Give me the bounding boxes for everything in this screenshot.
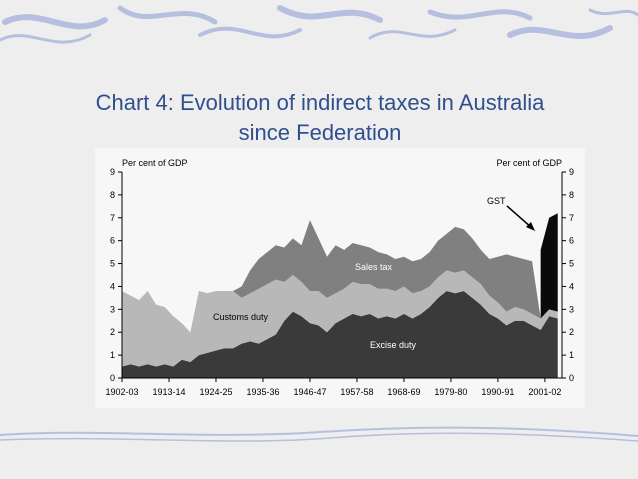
x-tick-label-1957-58: 1957-58 [340,387,373,397]
axes: 0 0 1 1 2 2 3 3 4 4 5 5 6 6 7 7 8 8 9 9 1902-03 1913-14 1924-2… [105,167,574,397]
y-tick-label-left-2: 2 [110,327,115,337]
annotation-excise-duty: Excise duty [370,340,417,350]
gst-arrow-head [526,222,535,231]
y-tick-label-left-1: 1 [110,350,115,360]
y-tick-label-right-2: 2 [569,327,574,337]
area-sales-tax [122,220,558,333]
y-tick-label-right-5: 5 [569,259,574,269]
y-tick-label-left-4: 4 [110,281,115,291]
y-axis-label-right: Per cent of GDP [496,158,562,168]
x-tick-label-1979-80: 1979-80 [434,387,467,397]
y-tick-label-right-1: 1 [569,350,574,360]
area-customs-duty [122,270,558,367]
y-tick-label-left-6: 6 [110,236,115,246]
y-tick-label-left-8: 8 [110,190,115,200]
title-line-2: since Federation [238,120,402,145]
y-tick-label-right-9: 9 [569,167,574,177]
x-tick-label-1990-91: 1990-91 [481,387,514,397]
y-tick-label-right-0: 0 [569,373,574,383]
stacked-areas [122,213,558,378]
y-tick-label-left-5: 5 [110,259,115,269]
y-axis-label-left: Per cent of GDP [122,158,188,168]
annotation-sales-tax: Sales tax [355,262,393,272]
title-line-1: Chart 4: Evolution of indirect taxes in … [95,90,545,115]
x-tick-label-1935-36: 1935-36 [246,387,279,397]
y-tick-label-right-4: 4 [569,281,574,291]
y-tick-label-right-6: 6 [569,236,574,246]
y-tick-label-left-7: 7 [110,213,115,223]
area-excise-duty [122,291,558,378]
slide-title: Chart 4: Evolution of indirect taxes in … [40,88,600,148]
gst-arrow [506,205,533,229]
indirect-taxes-chart: 0 0 1 1 2 2 3 3 4 4 5 5 6 6 7 7 8 8 9 9 1902-03 1913-14 1924-2… [95,148,585,408]
x-tick-label-1968-69: 1968-69 [387,387,420,397]
x-tick-label-2001-02: 2001-02 [528,387,561,397]
area-gst [540,213,558,319]
x-tick-label-1946-47: 1946-47 [293,387,326,397]
y-tick-label-right-7: 7 [569,213,574,223]
annotation-customs-duty: Customs duty [213,312,269,322]
x-tick-label-1913-14: 1913-14 [152,387,185,397]
y-tick-label-right-8: 8 [569,190,574,200]
x-tick-label-1902-03: 1902-03 [105,387,138,397]
annotation-gst: GST [487,196,506,206]
y-tick-label-left-0: 0 [110,373,115,383]
y-tick-label-left-3: 3 [110,304,115,314]
y-tick-label-right-3: 3 [569,304,574,314]
y-tick-label-left-9: 9 [110,167,115,177]
x-tick-label-1924-25: 1924-25 [199,387,232,397]
